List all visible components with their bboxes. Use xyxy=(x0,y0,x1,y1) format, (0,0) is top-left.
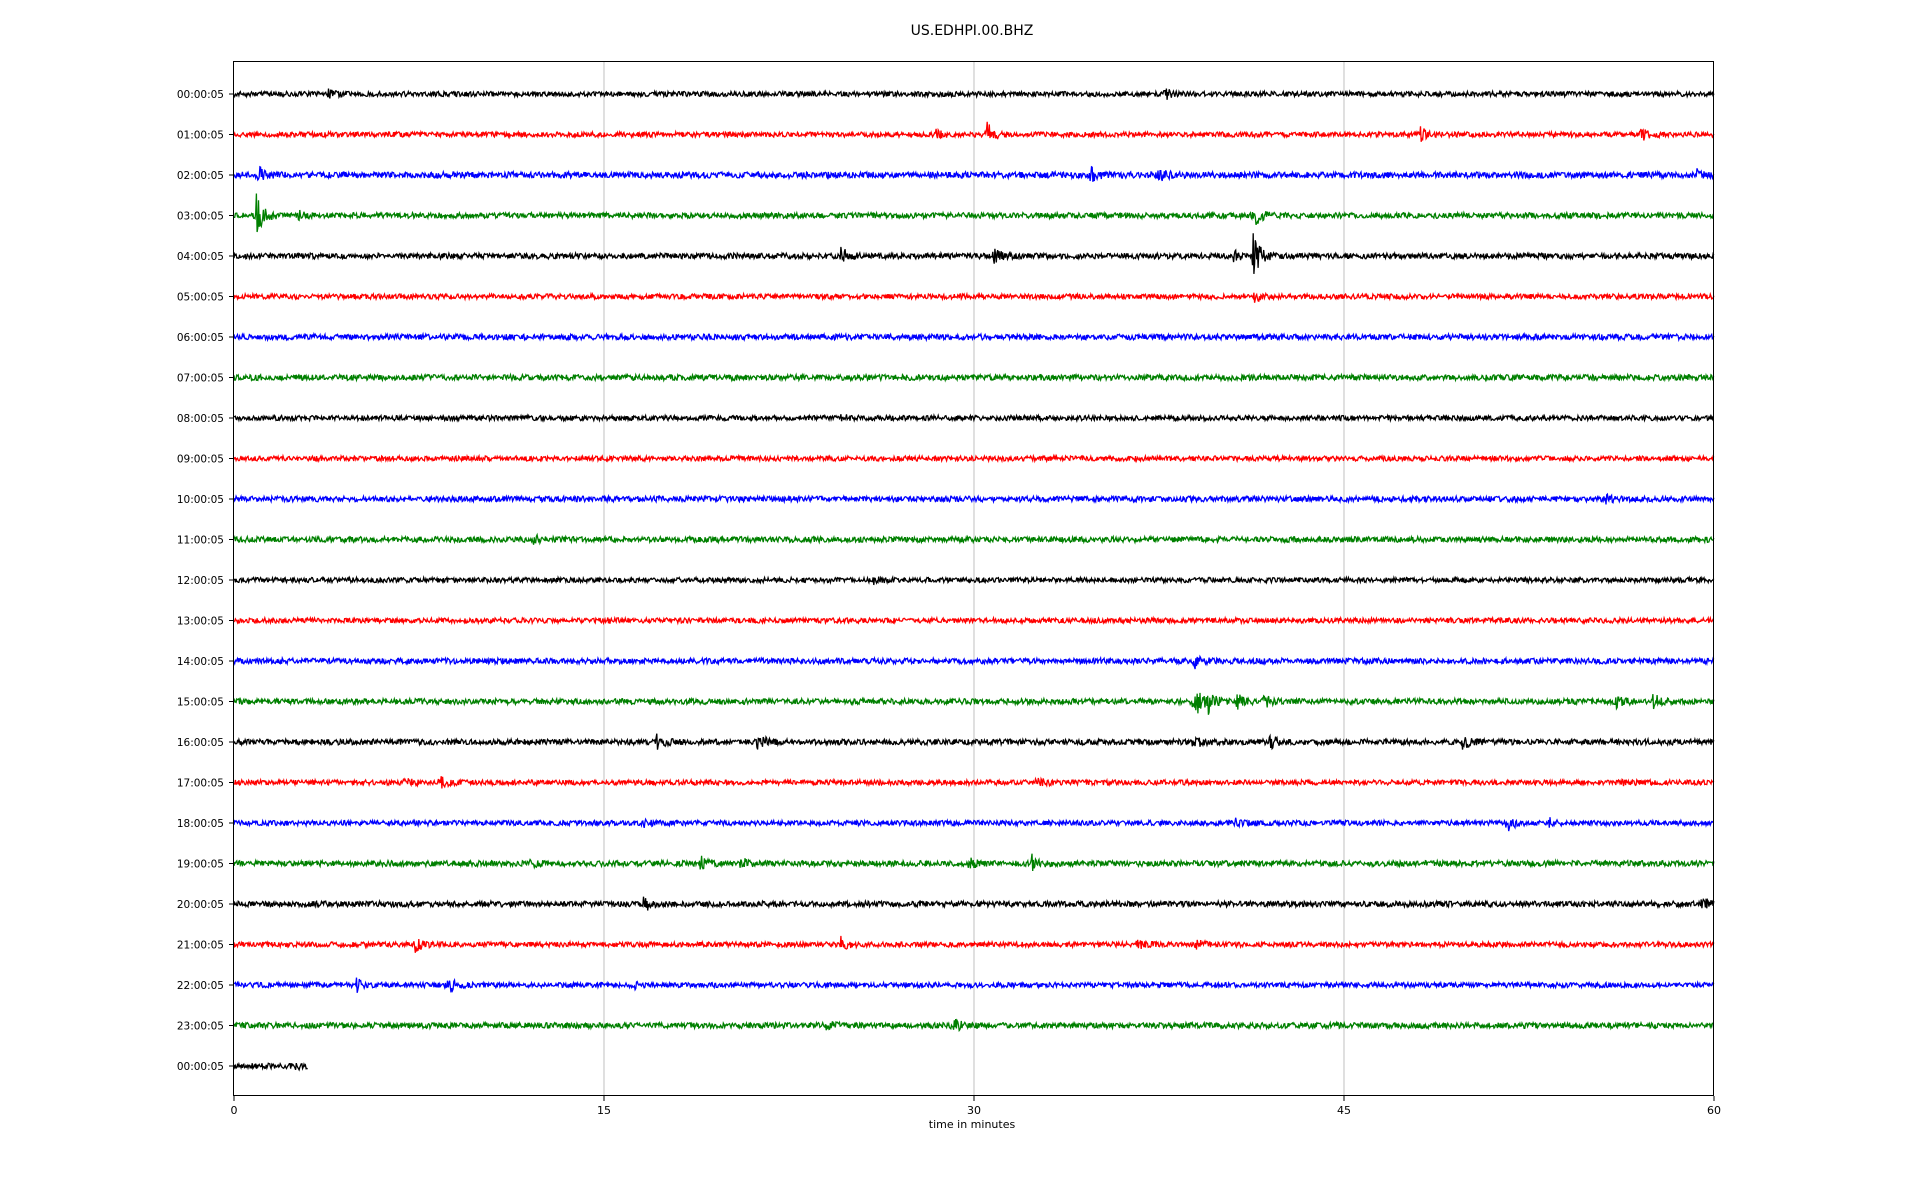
row-label: 12:00:05 xyxy=(177,575,224,587)
row-label: 18:00:05 xyxy=(177,818,224,830)
row-label: 14:00:05 xyxy=(177,656,224,668)
trace-23 xyxy=(233,1018,1714,1033)
row-label: 00:00:05 xyxy=(177,1061,224,1073)
row-label: 00:00:05 xyxy=(177,89,224,101)
trace-9 xyxy=(233,453,1715,464)
row-label: 23:00:05 xyxy=(177,1021,224,1033)
trace-15 xyxy=(233,692,1715,715)
row-label: 11:00:05 xyxy=(177,535,224,547)
trace-20 xyxy=(233,896,1715,911)
trace-24 xyxy=(233,1061,308,1072)
row-label: 13:00:05 xyxy=(177,616,224,628)
trace-14 xyxy=(233,654,1715,670)
row-label: 06:00:05 xyxy=(177,332,224,344)
row-label: 05:00:05 xyxy=(177,292,224,304)
trace-11 xyxy=(233,532,1715,546)
trace-13 xyxy=(233,615,1714,626)
trace-21 xyxy=(233,935,1715,953)
row-label: 07:00:05 xyxy=(177,373,224,385)
row-label: 17:00:05 xyxy=(177,778,224,790)
row-label: 15:00:05 xyxy=(177,697,224,709)
trace-6 xyxy=(233,331,1715,343)
x-axis: 0 15 30 45 60 xyxy=(231,1096,1721,1117)
row-label: 01:00:05 xyxy=(177,130,224,142)
trace-10 xyxy=(233,492,1715,505)
x-tick-label: 15 xyxy=(597,1104,611,1117)
trace-1 xyxy=(233,121,1715,142)
trace-17 xyxy=(234,776,1715,789)
row-label: 02:00:05 xyxy=(177,170,224,182)
row-label: 10:00:05 xyxy=(177,494,224,506)
trace-16 xyxy=(233,733,1715,751)
row-label: 21:00:05 xyxy=(177,940,224,952)
trace-4 xyxy=(233,233,1715,274)
trace-8 xyxy=(233,412,1714,424)
x-tick-label: 60 xyxy=(1707,1104,1721,1117)
x-tick-label: 45 xyxy=(1337,1104,1351,1117)
row-label: 04:00:05 xyxy=(177,251,224,263)
trace-2 xyxy=(233,165,1715,182)
trace-group xyxy=(233,88,1715,1072)
trace-19 xyxy=(233,853,1715,872)
trace-0 xyxy=(233,88,1715,100)
row-label: 03:00:05 xyxy=(177,211,224,223)
trace-5 xyxy=(233,291,1715,303)
row-labels: 00:00:05 01:00:05 02:00:05 03:00:05 04:00:05… xyxy=(177,89,234,1073)
x-tick-label: 0 xyxy=(231,1104,238,1117)
row-label: 08:00:05 xyxy=(177,413,224,425)
trace-3 xyxy=(234,193,1714,233)
x-tick-label: 30 xyxy=(967,1104,981,1117)
row-label: 16:00:05 xyxy=(177,737,224,749)
row-label: 09:00:05 xyxy=(177,454,224,466)
trace-18 xyxy=(233,817,1714,832)
row-label: 20:00:05 xyxy=(177,899,224,911)
row-label: 22:00:05 xyxy=(177,980,224,992)
trace-12 xyxy=(233,575,1715,586)
plot-frame xyxy=(233,61,1714,1096)
chart-title: US.EDHPI.00.BHZ xyxy=(911,23,1034,39)
trace-22 xyxy=(233,977,1715,993)
row-label: 19:00:05 xyxy=(177,859,224,871)
trace-7 xyxy=(233,372,1715,383)
x-axis-label: time in minutes xyxy=(929,1118,1016,1131)
